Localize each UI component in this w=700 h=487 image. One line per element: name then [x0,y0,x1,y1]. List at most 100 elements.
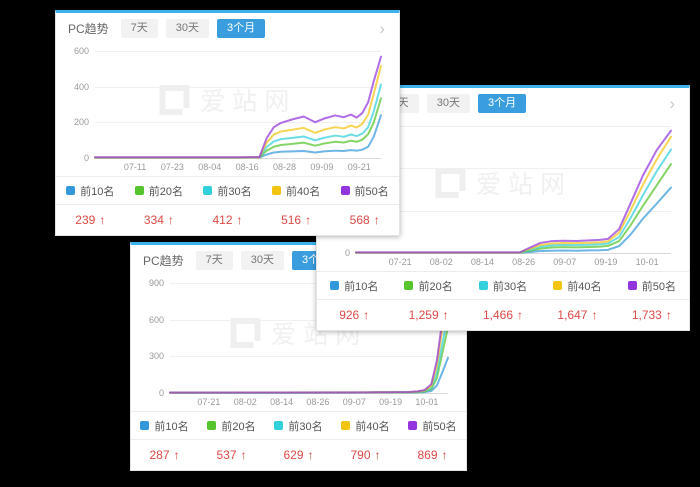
legend-row: 前10名 前20名 前30名 前40名 前50名 [317,271,689,299]
legend-swatch [271,186,281,195]
legend-item-top30[interactable]: 前30名 [466,278,540,294]
x-axis-label: 08-14 [470,257,494,267]
legend-item-top50[interactable]: 前50名 [330,183,399,199]
gridline [170,283,448,285]
tab-30days[interactable]: 30天 [240,251,285,271]
up-arrow-icon: ↑ [307,448,314,462]
x-axis-label: 09-19 [379,397,403,407]
trend-line-top30 [95,85,381,158]
legend-item-top40[interactable]: 前40名 [332,418,399,434]
legend-label: 前30名 [492,280,528,293]
legend-item-top40[interactable]: 前40名 [540,278,614,294]
legend-item-top50[interactable]: 前50名 [399,418,466,434]
legend-swatch [134,186,144,195]
gridline [356,168,671,170]
up-arrow-icon: ↑ [305,213,312,227]
legend-item-top30[interactable]: 前30名 [193,183,262,199]
legend-swatch [207,421,217,430]
y-axis-label: 900 [148,278,164,289]
legend-swatch [140,421,150,430]
x-axis-label: 09-09 [310,162,334,172]
chevron-right-icon[interactable]: › [669,94,675,114]
legend-label: 前40名 [285,185,321,198]
value-item-top40: 790 ↑ [332,448,399,462]
y-axis-label: 0 [158,388,164,398]
x-axis-label: 08-04 [198,162,222,172]
values-row: 239 ↑ 334 ↑ 412 ↑ 516 ↑ 568 ↑ [56,204,399,235]
gridline [95,51,381,53]
gridline [95,122,381,124]
x-axis-label: 08-14 [270,397,294,407]
value-number: 1,733 [631,308,662,322]
legend-label: 前40名 [567,280,602,293]
value-item-top50: 1,733 ↑ [615,308,689,322]
legend-item-top40[interactable]: 前40名 [262,183,331,199]
legend-label: 前10名 [154,420,189,433]
x-axis-label: 09-07 [553,257,577,267]
values-row: 926 ↑ 1,259 ↑ 1,466 ↑ 1,647 ↑ 1,733 ↑ [317,299,689,330]
y-axis-label: 0 [344,248,350,258]
trend-line-top40 [95,66,381,158]
tab-7days[interactable]: 7天 [195,251,233,271]
value-item-top20: 1,259 ↑ [391,308,465,322]
gridline [170,356,448,358]
value-item-top10: 287 ↑ [131,448,198,462]
card-title: PC趋势 [143,254,184,269]
legend-swatch [203,186,213,195]
legend-item-top10[interactable]: 前10名 [56,183,125,199]
legend-swatch [341,421,351,430]
legend-swatch [478,281,488,290]
legend-item-top20[interactable]: 前20名 [391,278,465,294]
legend-item-top50[interactable]: 前50名 [615,278,689,294]
y-axis-label: 0 [83,153,89,163]
value-number: 926 [339,308,360,322]
legend-label: 前30名 [288,420,323,433]
value-item-top50: 869 ↑ [399,448,466,462]
trend-line-top50 [95,57,381,158]
value-item-top50: 568 ↑ [330,213,399,227]
legend-item-top10[interactable]: 前10名 [317,278,391,294]
chevron-right-icon[interactable]: › [379,19,385,39]
value-item-top30: 412 ↑ [193,213,262,227]
tab-3months[interactable]: 3个月 [217,19,266,39]
legend-swatch [340,186,350,195]
tab-30days[interactable]: 30天 [165,19,210,39]
legend-item-top30[interactable]: 前30名 [265,418,332,434]
pc-trend-card-top-left: PC趋势 7天 30天 3个月 › 爱站网 0 200 400 600 07-11 07-23… [55,10,400,236]
gridline [170,319,448,321]
x-axis-label: 07-21 [197,397,221,407]
trend-chart: 爱站网 0 200 400 600 07-11 07-23 08-04 08-16 08-28 0… [58,44,391,176]
plot-area: 0 200 400 600 07-11 07-23 08-04 08-16 08-28 09-09… [74,46,381,172]
x-axis-label: 08-28 [273,162,297,172]
y-axis-label: 400 [73,81,89,92]
x-axis-label: 07-23 [160,162,184,172]
up-arrow-icon: ↑ [99,213,106,227]
x-axis-label: 08-16 [235,162,259,172]
value-number: 568 [349,213,370,227]
legend-label: 前50名 [354,185,389,198]
up-arrow-icon: ↑ [442,308,449,322]
legend-item-top10[interactable]: 前10名 [131,418,198,434]
tab-30days[interactable]: 30天 [426,94,471,114]
legend-label: 前30名 [217,185,252,198]
value-number: 1,466 [483,308,514,322]
y-axis-label: 600 [73,46,89,57]
period-tabs: 7天 30天 3个月 [113,19,266,39]
legend-swatch [274,421,284,430]
legend-item-top20[interactable]: 前20名 [125,183,194,199]
x-axis-label: 10-01 [635,257,659,267]
y-axis-label: 200 [73,117,89,128]
x-axis-label: 08-02 [233,397,257,407]
legend-swatch [553,281,563,290]
legend-swatch [408,421,418,430]
tab-7days[interactable]: 7天 [120,19,158,39]
x-axis-label: 10-01 [415,397,439,407]
legend-label: 前20名 [148,185,184,198]
tab-3months[interactable]: 3个月 [478,94,527,114]
legend-swatch [66,186,76,195]
value-number: 869 [417,448,438,462]
legend-item-top20[interactable]: 前20名 [198,418,265,434]
value-number: 629 [283,448,304,462]
up-arrow-icon: ↑ [373,213,380,227]
value-item-top10: 926 ↑ [317,308,391,322]
